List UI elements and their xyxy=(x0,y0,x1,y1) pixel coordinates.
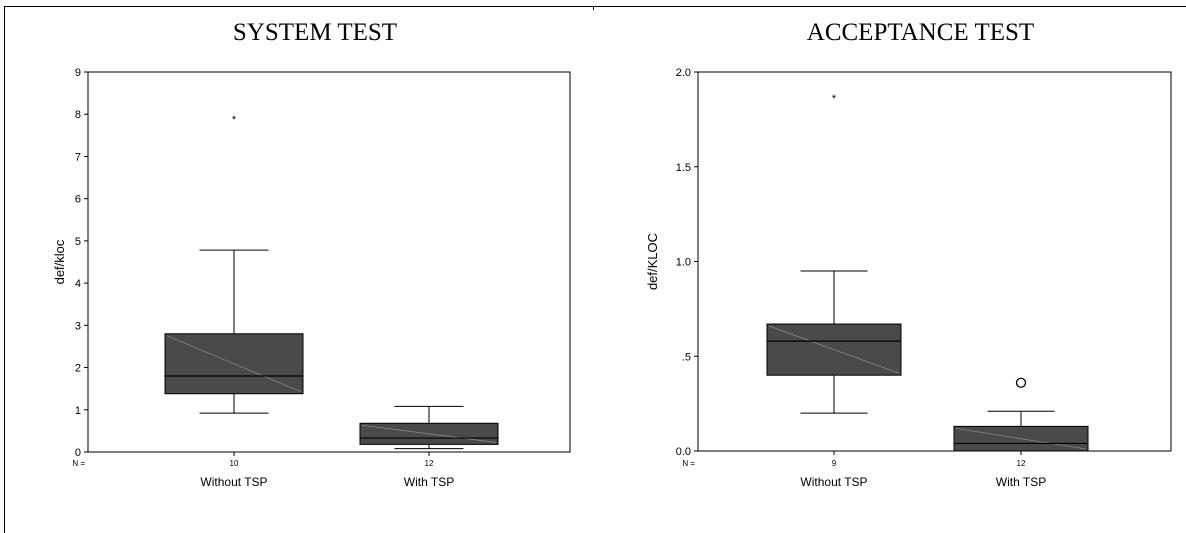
figure-divider xyxy=(593,6,594,10)
y-tick-label: 9 xyxy=(75,67,81,79)
extreme-marker: * xyxy=(232,114,237,126)
box-diagonal xyxy=(768,325,900,374)
category-label: Without TSP xyxy=(800,475,867,489)
y-tick-label: 5 xyxy=(75,236,81,248)
chart-acceptance-test: ACCEPTANCE TEST 0.0 .5 1.0 1.5 2.0 def/KLOC N =… xyxy=(645,19,1172,489)
chart-panel-system-test: SYSTEM TEST 0 1 2 3 4 5 6 7 8 9 def/kloc N = * 10 Witho… xyxy=(52,19,571,489)
category-label: With TSP xyxy=(404,475,454,489)
outlier-marker xyxy=(1015,377,1027,388)
n-count-label: 12 xyxy=(1017,459,1026,468)
y-tick-label: 0.0 xyxy=(676,446,691,458)
category-label: Without TSP xyxy=(200,475,267,489)
y-tick-label: .5 xyxy=(682,351,691,363)
n-count-label: 9 xyxy=(832,459,837,468)
n-count-label: 10 xyxy=(230,459,239,468)
y-tick-label: 7 xyxy=(75,151,81,163)
chart-panel-acceptance-test: ACCEPTANCE TEST 0.0 .5 1.0 1.5 2.0 def/KLOC N =… xyxy=(593,0,1186,533)
figure-border-top xyxy=(4,6,1186,7)
y-tick-label: 8 xyxy=(75,109,81,121)
extreme-marker: * xyxy=(832,93,837,105)
box-diagonal xyxy=(361,424,497,443)
n-prefix-label: N = xyxy=(72,459,85,468)
category-label: With TSP xyxy=(996,475,1046,489)
y-tick-label: 1.5 xyxy=(676,162,691,174)
chart-title: ACCEPTANCE TEST xyxy=(807,19,1034,46)
y-tick-label: 2.0 xyxy=(676,67,691,79)
y-tick-label: 0 xyxy=(75,447,81,459)
figure-border-left xyxy=(4,6,5,533)
plot-frame xyxy=(87,71,571,453)
y-axis-label: def/KLOC xyxy=(645,233,660,290)
box-diagonal xyxy=(955,428,1087,450)
y-tick-label: 3 xyxy=(75,320,81,332)
y-axis-label: def/kloc xyxy=(52,239,67,284)
n-prefix-label: N = xyxy=(682,459,695,468)
plot-frame xyxy=(697,71,1172,452)
y-tick-label: 2 xyxy=(75,363,81,375)
y-tick-label: 6 xyxy=(75,194,81,206)
chart-title: SYSTEM TEST xyxy=(233,19,397,46)
y-tick-label: 1 xyxy=(75,405,81,417)
n-count-label: 12 xyxy=(425,459,434,468)
box-diagonal xyxy=(166,335,302,393)
y-tick-label: 4 xyxy=(75,278,81,290)
y-tick-label: 1.0 xyxy=(676,257,691,269)
